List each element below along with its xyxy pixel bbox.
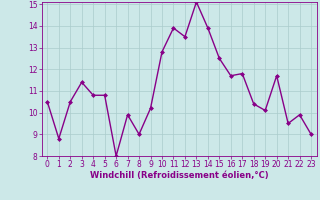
X-axis label: Windchill (Refroidissement éolien,°C): Windchill (Refroidissement éolien,°C) [90,171,268,180]
